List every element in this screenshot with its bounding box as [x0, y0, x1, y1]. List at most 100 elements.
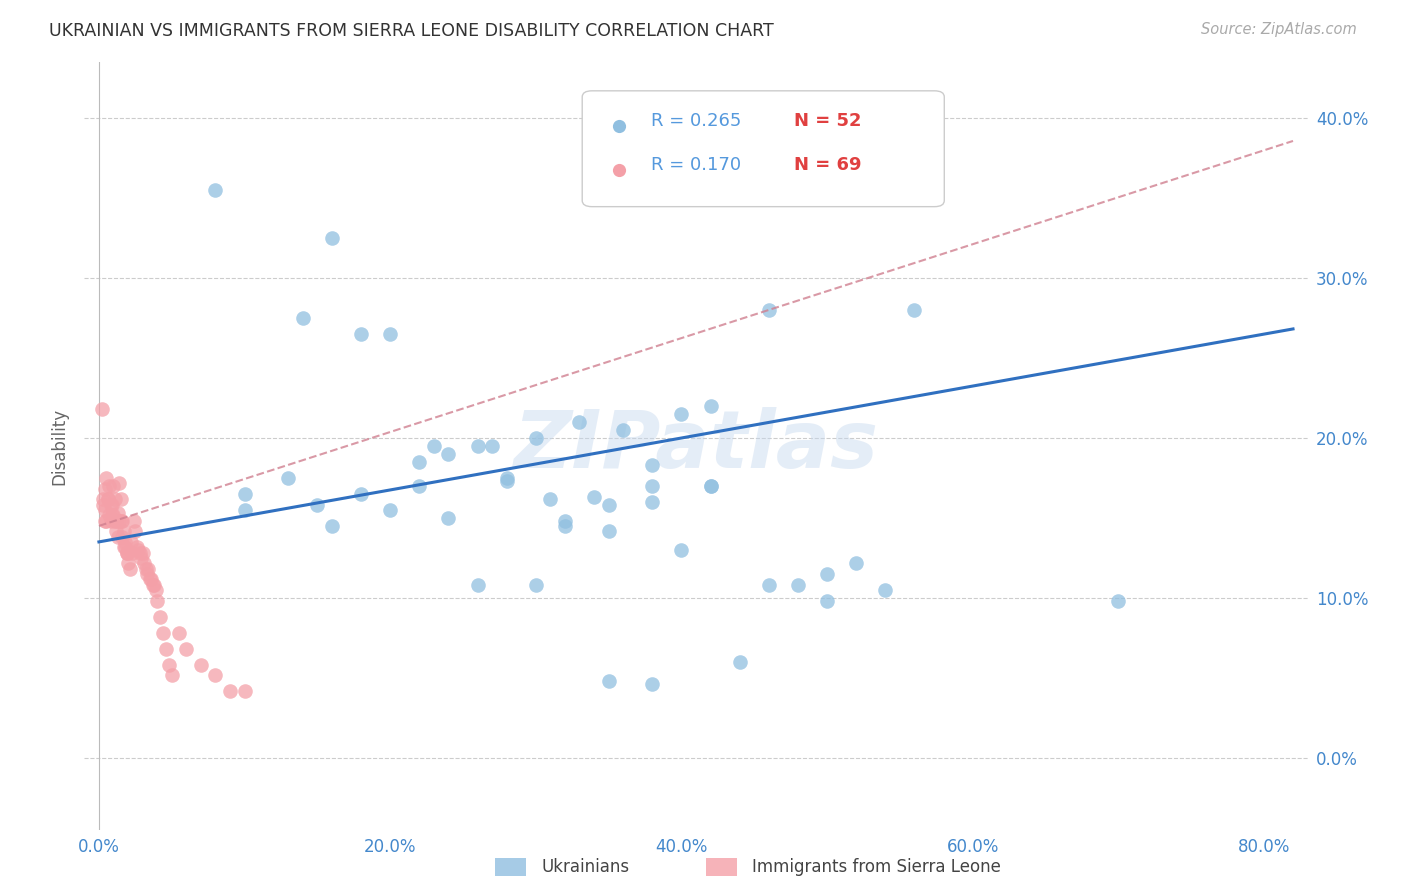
Point — [321, 519, 343, 533]
Point — [495, 474, 517, 488]
Point — [815, 594, 838, 608]
Point — [568, 415, 591, 429]
Point — [90, 402, 112, 417]
Point — [122, 514, 145, 528]
Point — [104, 514, 127, 528]
Point — [129, 550, 152, 565]
Point — [380, 327, 402, 342]
Point — [135, 562, 157, 576]
Point — [112, 540, 135, 554]
Point — [174, 642, 197, 657]
Point — [98, 508, 121, 522]
Point — [612, 423, 634, 437]
Point — [758, 303, 780, 318]
Point — [671, 542, 693, 557]
Point — [105, 514, 128, 528]
Point — [437, 447, 460, 461]
Point — [120, 534, 142, 549]
Point — [93, 514, 115, 528]
Point — [149, 610, 172, 624]
Point — [554, 519, 576, 533]
Point — [146, 594, 169, 608]
Point — [141, 572, 163, 586]
Point — [307, 498, 329, 512]
Point — [110, 514, 132, 528]
Point — [101, 498, 124, 512]
Point — [115, 546, 138, 560]
Point — [787, 578, 810, 592]
Point — [699, 399, 721, 413]
Point — [583, 490, 606, 504]
Point — [845, 556, 868, 570]
Point — [160, 667, 183, 681]
Point — [641, 458, 664, 473]
Point — [903, 303, 925, 318]
Point — [423, 439, 446, 453]
Point — [495, 471, 517, 485]
Point — [524, 431, 547, 445]
Point — [131, 546, 153, 560]
Point — [107, 506, 129, 520]
Point — [103, 479, 125, 493]
Point — [136, 566, 159, 581]
Point — [105, 524, 128, 538]
Point — [103, 508, 125, 522]
Point — [114, 540, 136, 554]
Point — [380, 503, 402, 517]
Point — [641, 479, 664, 493]
Point — [350, 327, 373, 342]
Point — [699, 479, 721, 493]
Point — [108, 475, 131, 490]
Point — [91, 491, 114, 506]
Point — [204, 667, 226, 681]
Point — [408, 455, 430, 469]
Point — [97, 491, 120, 506]
Point — [598, 498, 620, 512]
Point — [671, 407, 693, 421]
Point — [758, 578, 780, 592]
Point — [115, 546, 138, 560]
Point — [138, 562, 160, 576]
Point — [467, 578, 489, 592]
Point — [157, 657, 180, 672]
Point — [350, 487, 373, 501]
Point — [143, 578, 166, 592]
Point — [408, 479, 430, 493]
Point — [107, 530, 129, 544]
Point — [875, 582, 897, 597]
Text: N = 69: N = 69 — [794, 156, 862, 174]
Point — [155, 642, 177, 657]
Point — [97, 491, 120, 506]
Point — [291, 311, 314, 326]
Point — [104, 491, 127, 506]
Text: R = 0.265: R = 0.265 — [651, 112, 741, 130]
Point — [96, 471, 118, 485]
Point — [110, 491, 132, 506]
Text: Immigrants from Sierra Leone: Immigrants from Sierra Leone — [752, 858, 1001, 876]
Point — [114, 534, 136, 549]
Point — [538, 491, 561, 506]
Text: Source: ZipAtlas.com: Source: ZipAtlas.com — [1201, 22, 1357, 37]
Point — [142, 578, 165, 592]
Point — [91, 498, 114, 512]
Text: UKRAINIAN VS IMMIGRANTS FROM SIERRA LEONE DISABILITY CORRELATION CHART: UKRAINIAN VS IMMIGRANTS FROM SIERRA LEON… — [49, 22, 773, 40]
Point — [437, 511, 460, 525]
Text: N = 52: N = 52 — [794, 112, 862, 130]
Point — [132, 556, 155, 570]
Point — [124, 524, 146, 538]
Point — [815, 566, 838, 581]
Point — [117, 546, 139, 560]
Point — [101, 508, 124, 522]
Point — [139, 572, 162, 586]
Point — [524, 578, 547, 592]
Point — [1107, 594, 1129, 608]
Text: Ukrainians: Ukrainians — [541, 858, 630, 876]
Point — [467, 439, 489, 453]
Point — [125, 540, 148, 554]
Point — [277, 471, 299, 485]
Point — [321, 231, 343, 245]
FancyBboxPatch shape — [582, 91, 945, 207]
Point — [598, 524, 620, 538]
Point — [145, 582, 167, 597]
Text: R = 0.170: R = 0.170 — [651, 156, 741, 174]
